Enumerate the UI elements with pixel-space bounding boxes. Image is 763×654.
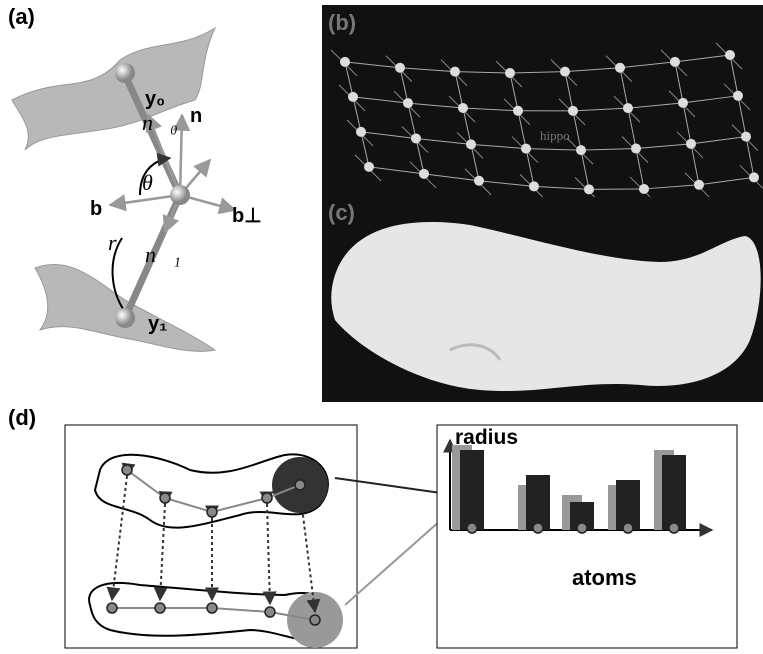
caption: hippo [540,128,570,143]
atom [155,603,165,613]
bar-outline [526,475,550,530]
bar-outline [460,450,484,530]
atom [122,465,132,475]
atom [160,493,170,503]
axis-label: atoms [572,565,637,590]
panel-label: (d) [8,405,36,430]
atom [403,98,413,108]
label: n [190,105,202,127]
atom [107,603,117,613]
atom [631,144,641,154]
atom [207,507,217,517]
atom [733,91,743,101]
atom [348,92,358,102]
surface [35,264,215,351]
atom [686,139,696,149]
atom [529,181,539,191]
atom [474,176,484,186]
atom [521,144,531,154]
label: y₀ [145,88,165,110]
atom [725,50,735,60]
atom [505,68,515,78]
atom [678,98,688,108]
atom [694,180,704,190]
arrow [110,195,180,205]
label: n⃗₁ [145,242,181,267]
atom [749,172,759,182]
label: n⃗₀ [142,110,178,135]
figure: (a) y₀ n⃗₀ n θ b b⊥ r n⃗₁ y₁ (b) hippo [0,0,763,654]
panel-c: (c) [322,197,763,402]
atom [670,57,680,67]
bar-outline [662,455,686,530]
panel-d: (d) radius atoms [8,405,737,648]
atom [115,63,135,83]
atom [623,103,633,113]
arrow [180,115,182,195]
panel-label: (c) [328,200,355,225]
atom [576,145,586,155]
atom [265,607,275,617]
atom [741,132,751,142]
label: y₁ [148,313,167,335]
panel-b: (b) hippo [322,5,763,203]
label: θ [142,170,153,195]
atom [170,185,190,205]
atom [356,127,366,137]
atom [584,184,594,194]
atom [513,106,523,116]
atom [623,523,633,533]
panel-label: (b) [328,10,356,35]
atom [577,523,587,533]
atom [568,106,578,116]
atom [364,162,374,172]
panel-a: (a) y₀ n⃗₀ n θ b b⊥ r n⃗₁ y₁ [8,4,262,351]
atom [419,169,429,179]
label: b [90,198,102,220]
atom [262,493,272,503]
label: r [108,230,117,255]
atom [411,133,421,143]
atom [466,139,476,149]
atom [560,67,570,77]
atom [340,57,350,67]
atom [533,523,543,533]
atom [669,523,679,533]
atom [450,67,460,77]
atom [115,308,135,328]
atom [467,523,477,533]
atom [458,103,468,113]
atom [615,63,625,73]
surface [12,28,215,150]
atom [395,63,405,73]
atom [295,480,305,490]
atom [639,184,649,194]
atom [207,603,217,613]
label: b⊥ [232,205,262,227]
atom [310,615,320,625]
panel-label: (a) [8,4,35,29]
